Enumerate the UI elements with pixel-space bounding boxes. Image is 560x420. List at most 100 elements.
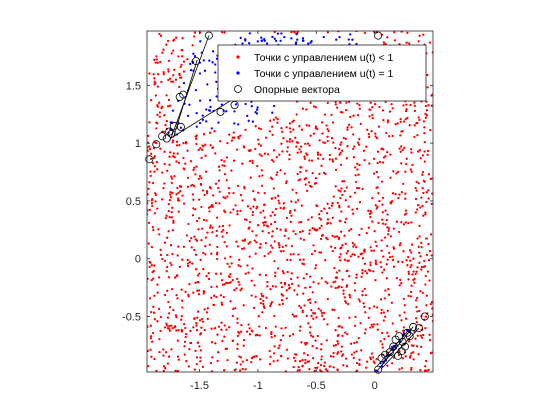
red-point [326, 135, 329, 138]
red-point [367, 316, 370, 319]
red-point [283, 281, 287, 285]
red-point [315, 316, 318, 319]
red-point [372, 172, 376, 175]
red-point [391, 258, 395, 262]
red-point [422, 179, 425, 182]
red-point [332, 366, 335, 369]
red-point [374, 259, 377, 262]
red-point [159, 34, 163, 38]
red-point [201, 365, 205, 369]
red-point [194, 281, 197, 284]
red-point [355, 273, 358, 276]
red-point [288, 127, 292, 130]
red-point [275, 155, 278, 159]
red-point [298, 329, 302, 332]
red-point [326, 369, 329, 372]
support-vector-point [389, 342, 398, 351]
red-point [413, 135, 416, 139]
red-point [273, 260, 276, 263]
red-point [421, 291, 424, 295]
red-point [253, 239, 256, 242]
red-point [292, 128, 295, 131]
red-point [387, 335, 390, 338]
red-point [349, 115, 352, 119]
blue-point [338, 36, 341, 39]
red-point [220, 301, 223, 304]
red-point [355, 350, 358, 353]
red-point [414, 186, 417, 190]
red-point [424, 116, 427, 119]
red-point [187, 222, 190, 226]
red-point [322, 157, 325, 161]
red-point [152, 277, 155, 280]
red-point [273, 345, 276, 348]
red-point [155, 127, 158, 130]
red-point [334, 329, 337, 332]
red-point [360, 349, 363, 352]
red-point [193, 166, 196, 170]
support-vector-point [395, 332, 404, 341]
red-point [326, 282, 329, 285]
red-point [332, 141, 335, 144]
red-point [386, 36, 389, 39]
red-point [251, 210, 255, 214]
red-point [171, 252, 174, 256]
blue-point [233, 122, 236, 125]
red-point [310, 308, 313, 312]
red-point [245, 330, 249, 333]
red-point [153, 357, 156, 361]
blue-point [263, 39, 266, 42]
red-point [395, 330, 398, 333]
red-point [404, 355, 407, 358]
red-point [168, 77, 172, 80]
red-point [292, 252, 295, 256]
red-point [153, 77, 156, 80]
red-point [351, 208, 354, 211]
red-point [372, 323, 376, 326]
support-vector-point [385, 348, 394, 357]
red-point [376, 150, 380, 153]
red-point [195, 268, 198, 271]
red-point [202, 292, 205, 295]
red-point [270, 158, 274, 162]
red-point [250, 360, 253, 364]
red-point [344, 242, 347, 245]
red-point [365, 366, 368, 369]
red-point [347, 123, 351, 126]
red-point [355, 180, 358, 184]
red-point [247, 149, 250, 152]
red-point [392, 170, 395, 173]
red-point [291, 140, 294, 143]
red-point [199, 332, 203, 335]
red-point [156, 283, 159, 286]
blue-point [274, 39, 278, 43]
red-point [345, 252, 348, 255]
red-point [270, 235, 274, 238]
red-point [271, 133, 274, 137]
red-point [260, 294, 264, 298]
red-point [200, 238, 203, 242]
red-point [179, 190, 182, 193]
red-point [236, 347, 239, 351]
red-point [318, 213, 321, 216]
red-point [162, 365, 166, 368]
red-point [153, 318, 157, 321]
red-point [311, 171, 314, 175]
red-point [410, 251, 413, 254]
red-point [200, 326, 203, 329]
red-point [350, 353, 353, 356]
blue-point [233, 110, 236, 113]
red-point [299, 178, 302, 181]
red-point [176, 355, 180, 358]
axis-ticks: -1.5 -1 -0.5 0-0.500.511.5 [122, 31, 433, 392]
red-point [274, 285, 277, 288]
red-point [358, 233, 361, 237]
red-point [220, 321, 223, 324]
red-point [380, 311, 383, 315]
blue-point [211, 61, 214, 64]
blue-point [171, 109, 175, 112]
red-point [271, 177, 274, 181]
red-point [307, 298, 310, 302]
blue-point [215, 57, 219, 60]
red-point [217, 186, 220, 190]
